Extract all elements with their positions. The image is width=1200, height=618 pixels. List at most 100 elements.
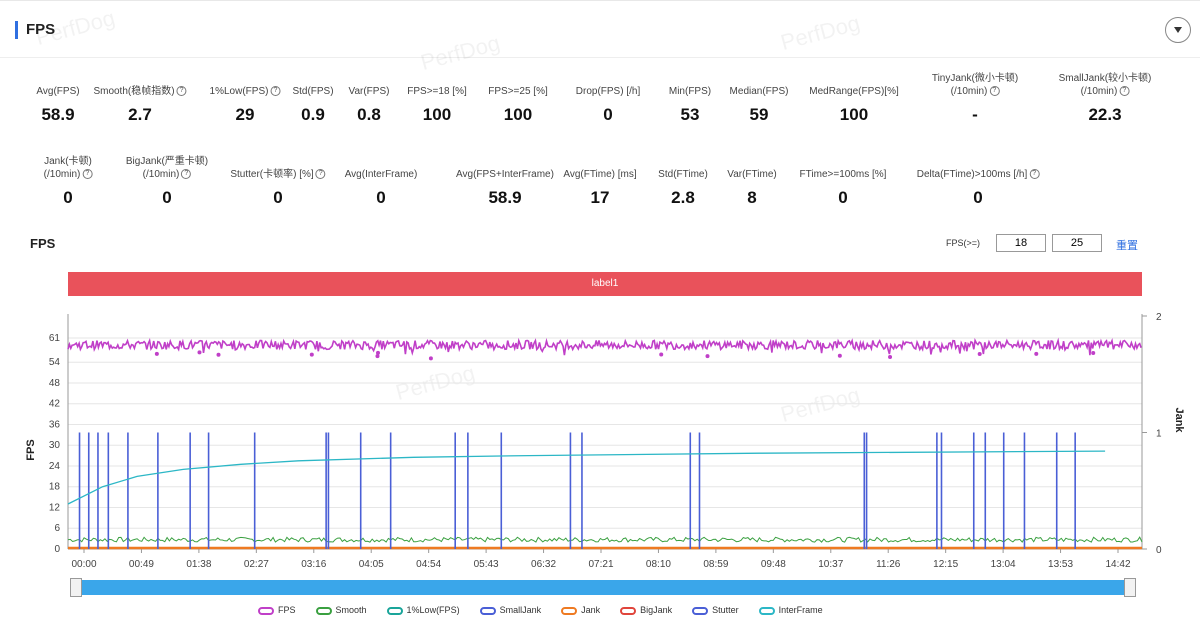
metric-label: Avg(FPS+InterFrame) xyxy=(456,168,554,181)
metric-label: Delta(FTime)>100ms [/h]? xyxy=(917,168,1040,181)
chevron-down-icon xyxy=(1174,27,1182,33)
y2-tick-label: 2 xyxy=(1156,312,1162,323)
metric-label-text: Stutter(卡顿率) [%] xyxy=(230,169,314,180)
metric-min-fps: Min(FPS) 53 xyxy=(669,72,711,125)
title-accent-bar xyxy=(15,21,18,39)
metric-label-unit: (/10min) xyxy=(43,169,81,180)
metric-label-text: Jank(卡顿) xyxy=(44,156,92,167)
metric-value: 8 xyxy=(747,188,757,207)
legend-item[interactable]: SmallJank xyxy=(479,605,542,615)
metric-value: 2.8 xyxy=(671,188,695,207)
info-icon[interactable]: ? xyxy=(989,86,1000,97)
legend-label: Stutter xyxy=(712,605,739,615)
metric-stutter: Stutter(卡顿率) [%]? 0 xyxy=(230,155,326,208)
legend-item[interactable]: Jank xyxy=(561,605,600,615)
legend-item[interactable]: FPS xyxy=(258,605,296,615)
metric-label-text: Median(FPS) xyxy=(729,86,789,97)
info-icon[interactable]: ? xyxy=(1029,169,1040,180)
metric-label-unit: (/10min) xyxy=(950,86,988,97)
metric-label-text: FTime>=100ms [%] xyxy=(799,169,887,180)
panel-header: FPS xyxy=(0,0,1200,60)
fps-dip-point xyxy=(375,350,380,355)
legend-swatch xyxy=(315,606,332,615)
metric-label-text: Smooth(稳帧指数) xyxy=(93,86,175,97)
fps-dip-point xyxy=(375,354,380,359)
metric-value: 53 xyxy=(680,105,700,124)
collapse-button[interactable] xyxy=(1165,17,1191,43)
metric-avg-fps-interframe: Avg(FPS+InterFrame) 58.9 xyxy=(456,155,554,208)
metric-value: 0 xyxy=(838,188,848,207)
legend-item[interactable]: 1%Low(FPS) xyxy=(386,605,460,615)
metric-value: 58.9 xyxy=(488,188,522,207)
metric-label-unit: (/10min) xyxy=(142,169,180,180)
x-tick-label: 07:21 xyxy=(588,559,613,570)
x-tick-label: 01:38 xyxy=(186,559,211,570)
info-icon[interactable]: ? xyxy=(270,86,281,97)
metric-label: Median(FPS) xyxy=(730,85,789,98)
fps-threshold-input-2[interactable] xyxy=(1052,234,1102,252)
panel-title: FPS xyxy=(26,21,56,38)
metric-drop-fps-h: Drop(FPS) [/h] 0 xyxy=(576,72,640,125)
metric-value: 100 xyxy=(422,105,452,124)
y-tick-label: 24 xyxy=(49,461,61,472)
y2-axis-label: Jank xyxy=(1173,407,1185,433)
fps-threshold-input-1[interactable] xyxy=(996,234,1046,252)
metric-label-text: Avg(FPS+InterFrame) xyxy=(456,169,554,180)
metric-fps-18: FPS>=18 [%] 100 xyxy=(407,72,466,125)
metric-value: 0.9 xyxy=(301,105,325,124)
metric-label-unit: (/10min) xyxy=(1080,86,1118,97)
info-icon[interactable]: ? xyxy=(181,169,192,180)
header-divider xyxy=(0,57,1200,58)
metric-value: 0 xyxy=(603,105,613,124)
metric-label-text: BigJank(严重卡顿) xyxy=(125,156,209,167)
reset-link[interactable]: 重置 xyxy=(1116,240,1138,252)
metric-smalljank: SmallJank(较小卡顿) (/10min)? 22.3 xyxy=(1059,72,1152,125)
metric-label-text: Std(FPS) xyxy=(292,86,334,97)
info-icon[interactable]: ? xyxy=(82,169,93,180)
metric-median-fps: Median(FPS) 59 xyxy=(730,72,789,125)
info-icon[interactable]: ? xyxy=(176,86,187,97)
info-icon[interactable]: ? xyxy=(315,169,326,180)
legend-item[interactable]: BigJank xyxy=(620,605,672,615)
x-tick-label: 04:05 xyxy=(359,559,384,570)
series-fps-line xyxy=(67,337,1142,356)
legend-label: BigJank xyxy=(640,605,673,615)
metric-label-text: Std(FTime) xyxy=(658,169,708,180)
metric-label: Avg(FTime) [ms] xyxy=(563,168,636,181)
time-range-scrollbar[interactable] xyxy=(74,580,1134,595)
fps-dip-point xyxy=(197,350,202,355)
metric-label: Avg(FPS) xyxy=(36,85,79,98)
fps-dip-point xyxy=(1034,351,1039,356)
metric-delta-ftime-100ms-h: Delta(FTime)>100ms [/h]? 0 xyxy=(917,155,1040,208)
legend-label: SmallJank xyxy=(499,605,542,615)
legend-item[interactable]: InterFrame xyxy=(758,605,823,615)
legend-swatch xyxy=(692,606,709,615)
metric-value: - xyxy=(972,105,978,124)
metric-value: 0 xyxy=(376,188,386,207)
info-icon[interactable]: ? xyxy=(1119,86,1130,97)
legend-swatch xyxy=(561,606,578,615)
metric-value: 100 xyxy=(503,105,533,124)
range-handle-left[interactable] xyxy=(70,578,82,597)
metric-std-fps: Std(FPS) 0.9 xyxy=(292,72,333,125)
x-tick-label: 12:15 xyxy=(933,559,958,570)
metric-smooth: Smooth(稳帧指数)? 2.7 xyxy=(93,72,187,125)
legend-item[interactable]: Stutter xyxy=(692,605,739,615)
legend-swatch xyxy=(758,606,775,615)
metric-label-text: Avg(FPS) xyxy=(36,86,80,97)
metric-var-fps: Var(FPS) 0.8 xyxy=(349,72,390,125)
label-band[interactable]: label1 xyxy=(68,272,1142,296)
legend-item[interactable]: Smooth xyxy=(315,605,367,615)
metric-label: Var(FTime) xyxy=(727,168,776,181)
metric-var-ftime: Var(FTime) 8 xyxy=(727,155,776,208)
legend-swatch xyxy=(620,606,637,615)
metric-tinyjank: TinyJank(微小卡顿) (/10min)? - xyxy=(932,72,1018,125)
range-handle-right[interactable] xyxy=(1124,578,1136,597)
x-tick-label: 08:10 xyxy=(646,559,671,570)
x-tick-label: 13:53 xyxy=(1048,559,1073,570)
metric-label: FTime>=100ms [%] xyxy=(800,168,887,181)
y-tick-label: 54 xyxy=(49,357,61,368)
metric-value: 100 xyxy=(839,105,869,124)
series-interframe-line xyxy=(67,450,1106,505)
